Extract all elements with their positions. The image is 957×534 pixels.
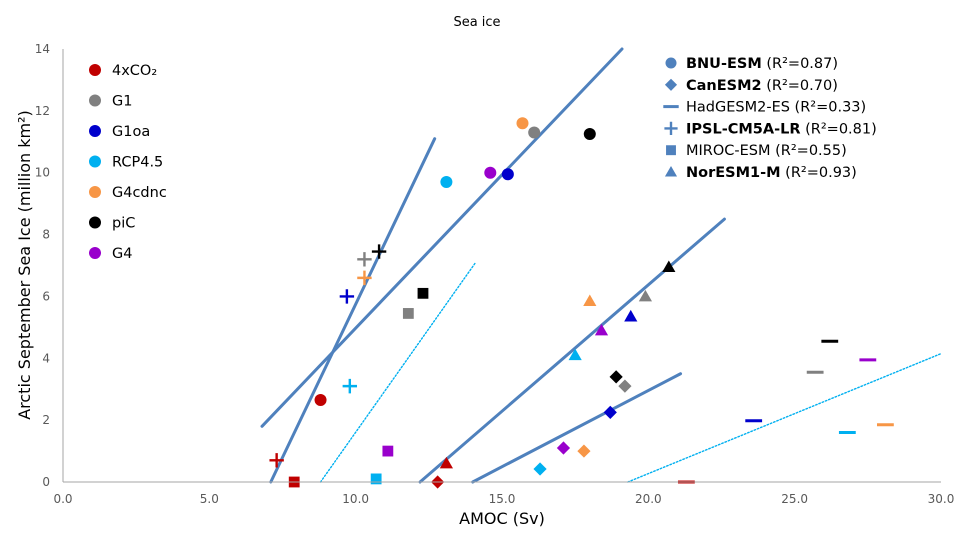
data-point-canesm2-g1 (618, 379, 632, 393)
y-tick-label: 6 (42, 289, 50, 303)
y-tick-label: 2 (42, 413, 50, 427)
data-point-bnu-esm-g4cdnc (516, 117, 529, 130)
data-point-canesm2-g1oa (603, 405, 617, 420)
legend-swatch-g1 (89, 94, 101, 107)
x-tick-label: 20.0 (635, 492, 662, 506)
data-point-noresm1-m-g1oa (624, 309, 638, 322)
data-point-ipsl-cm5a-lr-pic (371, 244, 387, 259)
legend-model-name: HadGESM2-ES (686, 100, 790, 116)
y-tick-label: 0 (42, 475, 50, 489)
legend-model-name: IPSL-CM5A-LR (686, 121, 801, 137)
legend-swatch-g4 (89, 247, 101, 259)
legend-model-r2: (R²=0.87) (762, 56, 838, 72)
legend-marker-canesm2 (664, 78, 678, 91)
legend-model-name: CanESM2 (686, 78, 762, 94)
legend-label-experiment: piC (112, 216, 135, 232)
data-point-bnu-esm-g4 (484, 166, 497, 179)
legend-model-r2: (R²=0.33) (790, 100, 866, 116)
data-point-ipsl-cm5a-lr-g1oa (339, 289, 355, 304)
x-tick-label: 0.0 (53, 492, 72, 506)
legend-label-experiment: G4cdnc (112, 185, 167, 201)
data-point-bnu-esm-4xco (314, 394, 327, 407)
data-point-noresm1-m-rcp45 (568, 348, 582, 361)
legend-swatch-g1oa (89, 125, 101, 137)
legend-marker-miroc-esm (666, 145, 676, 156)
x-axis-title: AMOC (Sv) (459, 509, 545, 528)
legend-model-name: MIROC-ESM (686, 143, 771, 159)
data-point-miroc-esm-g1 (402, 308, 414, 319)
x-axis-ticks: 0.0 5.0 10.0 15.0 20.0 25.0 30.0 (53, 492, 954, 506)
legend-marker-bnu-esm (665, 57, 677, 69)
regression-line-noresm1-m (418, 217, 726, 484)
legend-label-model: NorESM1-M (R²=0.93) (686, 165, 857, 181)
legend-model-r2: (R²=0.93) (781, 165, 857, 181)
data-point-canesm2-pic (609, 370, 623, 384)
data-point-noresm1-m-g1 (638, 289, 653, 302)
regression-line-ipsl-cm5a-lr (269, 137, 437, 484)
data-point-noresm1-m-4xco (439, 456, 453, 469)
legend-label-model: CanESM2 (R²=0.70) (686, 78, 838, 94)
legend-label-model: BNU-ESM (R²=0.87) (686, 56, 838, 72)
data-point-bnu-esm-g1oa (501, 168, 514, 181)
data-point-miroc-esm-g4 (382, 445, 394, 457)
legend-marker-ipsl-cm5a-lr (664, 121, 678, 135)
y-tick-label: 4 (42, 351, 50, 365)
regression-line-bnu-esm (260, 47, 624, 428)
legend-swatch-4xco (89, 64, 101, 76)
x-tick-label: 30.0 (928, 492, 955, 506)
plot-area (260, 47, 942, 489)
data-point-canesm2-rcp45 (533, 462, 547, 476)
y-tick-label: 14 (35, 42, 50, 56)
data-point-miroc-esm-rcp45 (370, 473, 382, 485)
data-point-ipsl-cm5a-lr-rcp45 (342, 378, 358, 394)
data-point-noresm1-m-g4 (594, 323, 609, 336)
legend-label-model: IPSL-CM5A-LR (R²=0.81) (686, 121, 877, 137)
chart-title: Sea ice (453, 15, 500, 30)
legend-label-experiment: G4 (112, 246, 132, 262)
legend-swatch-pic (89, 216, 101, 229)
x-tick-label: 25.0 (781, 492, 808, 506)
x-tick-label: 5.0 (200, 492, 219, 506)
legend-model-name: BNU-ESM (686, 56, 762, 72)
y-tick-label: 8 (42, 228, 50, 242)
x-tick-label: 10.0 (342, 492, 369, 506)
legend-label-experiment: G1 (112, 94, 132, 110)
legend-model-r2: (R²=0.81) (801, 121, 877, 137)
regression-line-miroc-esm (319, 261, 477, 483)
data-point-ipsl-cm5a-lr-g4cdnc (357, 270, 372, 286)
y-axis-title: Arctic September Sea Ice (million km²) (15, 110, 34, 420)
regression-line-hadgesm2-es (627, 352, 942, 483)
data-point-noresm1-m-pic (662, 260, 676, 272)
legend-label-experiment: RCP4.5 (112, 155, 163, 171)
legend-marker-noresm1-m (664, 165, 678, 177)
legend-models: BNU-ESM (R²=0.87)CanESM2 (R²=0.70)HadGES… (663, 56, 877, 181)
data-point-noresm1-m-g4cdnc (583, 294, 597, 307)
legend-swatch-g4cdnc (89, 186, 101, 198)
x-tick-label: 15.0 (489, 492, 516, 506)
legend-label-experiment: G1oa (112, 124, 150, 140)
legend-label-model: HadGESM2-ES (R²=0.33) (686, 100, 866, 116)
legend-model-r2: (R²=0.70) (762, 78, 838, 94)
data-point-bnu-esm-rcp45 (440, 175, 453, 188)
data-point-bnu-esm-pic (583, 128, 596, 141)
y-tick-label: 12 (35, 104, 50, 118)
data-point-ipsl-cm5a-lr-g1 (357, 252, 372, 267)
data-point-bnu-esm-g1 (528, 126, 541, 139)
legend-model-name: NorESM1-M (686, 165, 781, 181)
legend-swatch-rcp45 (89, 155, 101, 168)
data-point-miroc-esm-pic (417, 287, 429, 299)
legend-experiments: 4xCO₂ G1 G1oa RCP4.5 G4cdnc piC G4 (89, 63, 167, 262)
legend-label-model: MIROC-ESM (R²=0.55) (686, 143, 847, 159)
legend-label-experiment: 4xCO₂ (112, 63, 157, 79)
data-point-ipsl-cm5a-lr-4xco (269, 453, 284, 468)
data-point-canesm2-g4 (556, 441, 571, 455)
y-tick-label: 10 (35, 166, 50, 180)
legend-model-r2: (R²=0.55) (771, 143, 847, 159)
regression-line-canesm2 (471, 372, 683, 484)
y-axis-ticks: 0 2 4 6 8 10 12 14 (35, 42, 50, 489)
data-point-canesm2-g4cdnc (577, 444, 591, 458)
